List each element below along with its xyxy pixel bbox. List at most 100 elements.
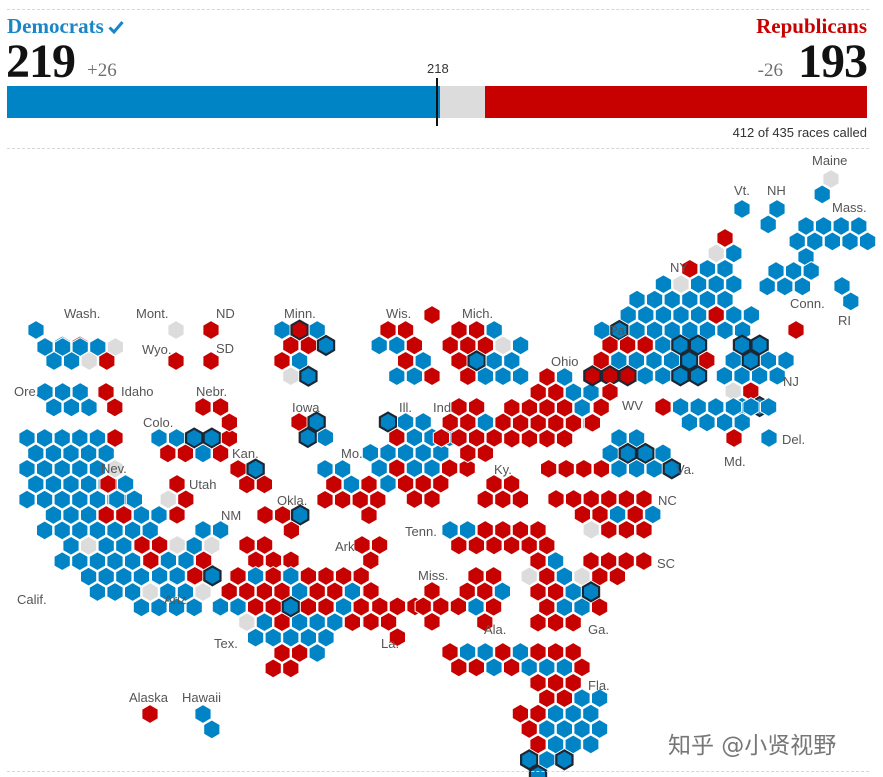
district-hex[interactable] — [125, 489, 143, 510]
district-hex[interactable] — [36, 428, 54, 448]
district-hex[interactable] — [80, 397, 98, 418]
district-hex-flipped[interactable] — [618, 442, 637, 465]
district-hex[interactable] — [194, 520, 212, 540]
district-hex[interactable] — [573, 688, 591, 709]
district-hex[interactable] — [405, 427, 423, 448]
district-hex[interactable] — [538, 428, 556, 449]
district-hex[interactable] — [672, 274, 690, 295]
district-hex[interactable] — [787, 320, 805, 340]
district-hex[interactable] — [106, 551, 124, 572]
district-hex[interactable] — [62, 474, 80, 495]
district-hex[interactable] — [547, 551, 565, 571]
district-hex[interactable] — [132, 505, 150, 525]
district-hex[interactable] — [716, 228, 734, 248]
district-hex[interactable] — [80, 566, 98, 587]
district-hex[interactable] — [63, 351, 81, 371]
district-hex[interactable] — [195, 550, 213, 571]
district-hex[interactable] — [80, 474, 98, 495]
district-hex[interactable] — [211, 596, 229, 617]
district-hex[interactable] — [71, 520, 89, 541]
district-hex[interactable] — [151, 535, 169, 555]
district-hex[interactable] — [36, 382, 54, 402]
district-hex[interactable] — [582, 519, 600, 540]
district-hex[interactable] — [423, 366, 441, 387]
district-hex-flipped[interactable] — [750, 334, 769, 356]
district-hex[interactable] — [600, 551, 618, 571]
district-hex[interactable] — [449, 596, 467, 617]
district-hex-flipped[interactable] — [636, 442, 655, 465]
district-hex[interactable] — [117, 474, 135, 494]
district-hex[interactable] — [80, 535, 98, 556]
district-hex[interactable] — [742, 305, 760, 325]
district-hex[interactable] — [538, 367, 556, 387]
district-hex[interactable] — [379, 473, 397, 494]
district-hex[interactable] — [360, 474, 378, 495]
district-hex[interactable] — [494, 642, 512, 662]
district-hex[interactable] — [369, 489, 387, 510]
district-hex[interactable] — [423, 611, 441, 632]
district-hex[interactable] — [459, 520, 477, 540]
district-hex[interactable] — [592, 458, 610, 479]
district-hex[interactable] — [106, 520, 124, 541]
district-hex[interactable] — [18, 489, 36, 510]
district-hex[interactable] — [619, 305, 637, 325]
district-hex[interactable] — [564, 382, 582, 403]
district-hex[interactable] — [564, 642, 582, 662]
district-hex[interactable] — [273, 612, 291, 633]
district-hex[interactable] — [494, 366, 512, 387]
district-hex-flipped[interactable] — [581, 581, 601, 603]
district-hex[interactable] — [405, 489, 423, 509]
district-hex[interactable] — [53, 520, 71, 541]
district-hex[interactable] — [45, 351, 63, 371]
district-hex[interactable] — [538, 657, 556, 678]
district-hex[interactable] — [342, 474, 360, 495]
district-hex[interactable] — [698, 320, 716, 341]
district-hex[interactable] — [291, 350, 309, 371]
district-hex[interactable] — [467, 566, 485, 586]
district-hex[interactable] — [255, 612, 273, 633]
district-hex[interactable] — [690, 305, 708, 325]
district-hex[interactable] — [767, 261, 785, 281]
district-hex[interactable] — [654, 335, 672, 355]
district-hex[interactable] — [308, 612, 326, 633]
district-hex[interactable] — [80, 505, 98, 525]
district-hex[interactable] — [529, 551, 547, 571]
district-hex[interactable] — [802, 261, 820, 281]
district-hex[interactable] — [494, 335, 512, 356]
district-hex[interactable] — [18, 458, 36, 479]
district-hex[interactable] — [635, 489, 653, 509]
district-hex[interactable] — [362, 611, 380, 632]
district-hex-flipped[interactable] — [741, 349, 760, 372]
district-hex[interactable] — [645, 458, 663, 479]
district-hex[interactable] — [326, 612, 344, 633]
district-hex[interactable] — [62, 505, 80, 525]
district-hex[interactable] — [555, 597, 573, 618]
district-hex-flipped[interactable] — [662, 458, 681, 480]
district-hex[interactable] — [44, 505, 62, 525]
district-hex[interactable] — [247, 566, 265, 586]
district-hex[interactable] — [476, 335, 494, 356]
district-hex[interactable] — [432, 596, 450, 617]
district-hex[interactable] — [108, 489, 126, 510]
district-hex[interactable] — [654, 397, 672, 417]
district-hex[interactable] — [467, 535, 485, 556]
district-hex[interactable] — [159, 443, 177, 464]
district-hex[interactable] — [582, 551, 600, 571]
district-hex[interactable] — [238, 474, 256, 495]
district-hex[interactable] — [71, 458, 89, 479]
district-hex[interactable] — [142, 550, 160, 571]
district-hex[interactable] — [334, 459, 352, 479]
district-hex[interactable] — [80, 351, 98, 371]
district-hex[interactable] — [370, 335, 388, 356]
district-hex[interactable] — [343, 612, 361, 633]
district-hex[interactable] — [316, 427, 334, 448]
district-hex[interactable] — [343, 581, 361, 602]
district-hex[interactable] — [529, 581, 547, 602]
district-hex[interactable] — [806, 231, 824, 252]
district-hex[interactable] — [167, 351, 185, 371]
district-hex[interactable] — [317, 566, 335, 586]
district-hex[interactable] — [555, 719, 573, 739]
district-hex[interactable] — [351, 489, 369, 510]
district-hex[interactable] — [229, 596, 247, 617]
district-hex[interactable] — [707, 305, 725, 325]
